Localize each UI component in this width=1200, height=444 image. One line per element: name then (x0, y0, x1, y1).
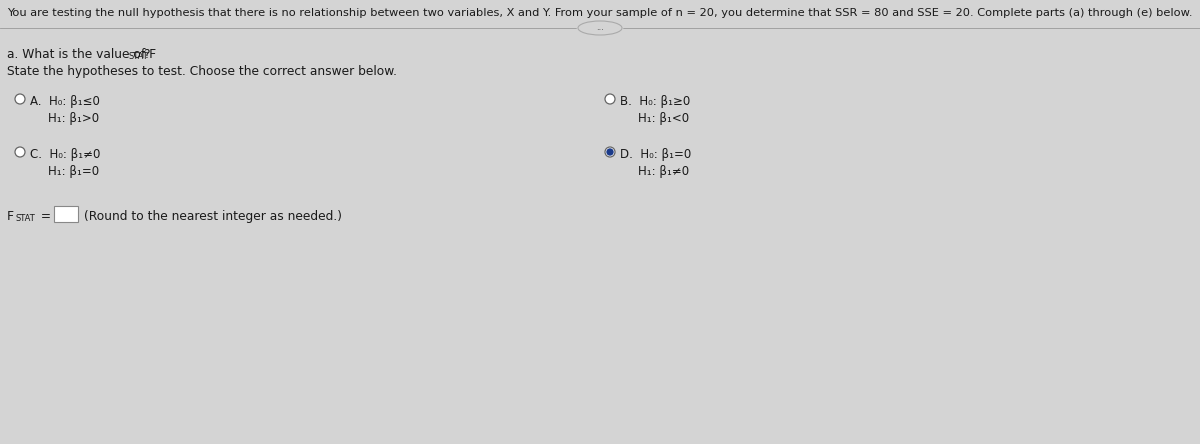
Text: C.  H₀: β₁≠0: C. H₀: β₁≠0 (30, 148, 101, 161)
Text: B.  H₀: β₁≥0: B. H₀: β₁≥0 (620, 95, 690, 108)
Text: H₁: β₁>0: H₁: β₁>0 (48, 112, 100, 125)
Circle shape (605, 94, 616, 104)
Circle shape (605, 147, 616, 157)
Text: a. What is the value of F: a. What is the value of F (7, 48, 156, 61)
Ellipse shape (578, 21, 622, 35)
Text: STAT: STAT (14, 214, 35, 223)
FancyBboxPatch shape (54, 206, 78, 222)
Text: A.  H₀: β₁≤0: A. H₀: β₁≤0 (30, 95, 100, 108)
Text: ?: ? (144, 48, 150, 61)
Text: H₁: β₁=0: H₁: β₁=0 (48, 165, 100, 178)
Text: STAT: STAT (128, 52, 148, 61)
Text: (Round to the nearest integer as needed.): (Round to the nearest integer as needed.… (84, 210, 342, 223)
Circle shape (14, 94, 25, 104)
Text: ...: ... (596, 24, 604, 32)
Text: H₁: β₁<0: H₁: β₁<0 (638, 112, 689, 125)
Text: F: F (7, 210, 14, 223)
Circle shape (607, 149, 613, 155)
Text: =: = (37, 210, 55, 223)
Text: You are testing the null hypothesis that there is no relationship between two va: You are testing the null hypothesis that… (7, 8, 1193, 18)
Text: State the hypotheses to test. Choose the correct answer below.: State the hypotheses to test. Choose the… (7, 65, 397, 78)
Circle shape (14, 147, 25, 157)
Text: D.  H₀: β₁=0: D. H₀: β₁=0 (620, 148, 691, 161)
Text: H₁: β₁≠0: H₁: β₁≠0 (638, 165, 689, 178)
